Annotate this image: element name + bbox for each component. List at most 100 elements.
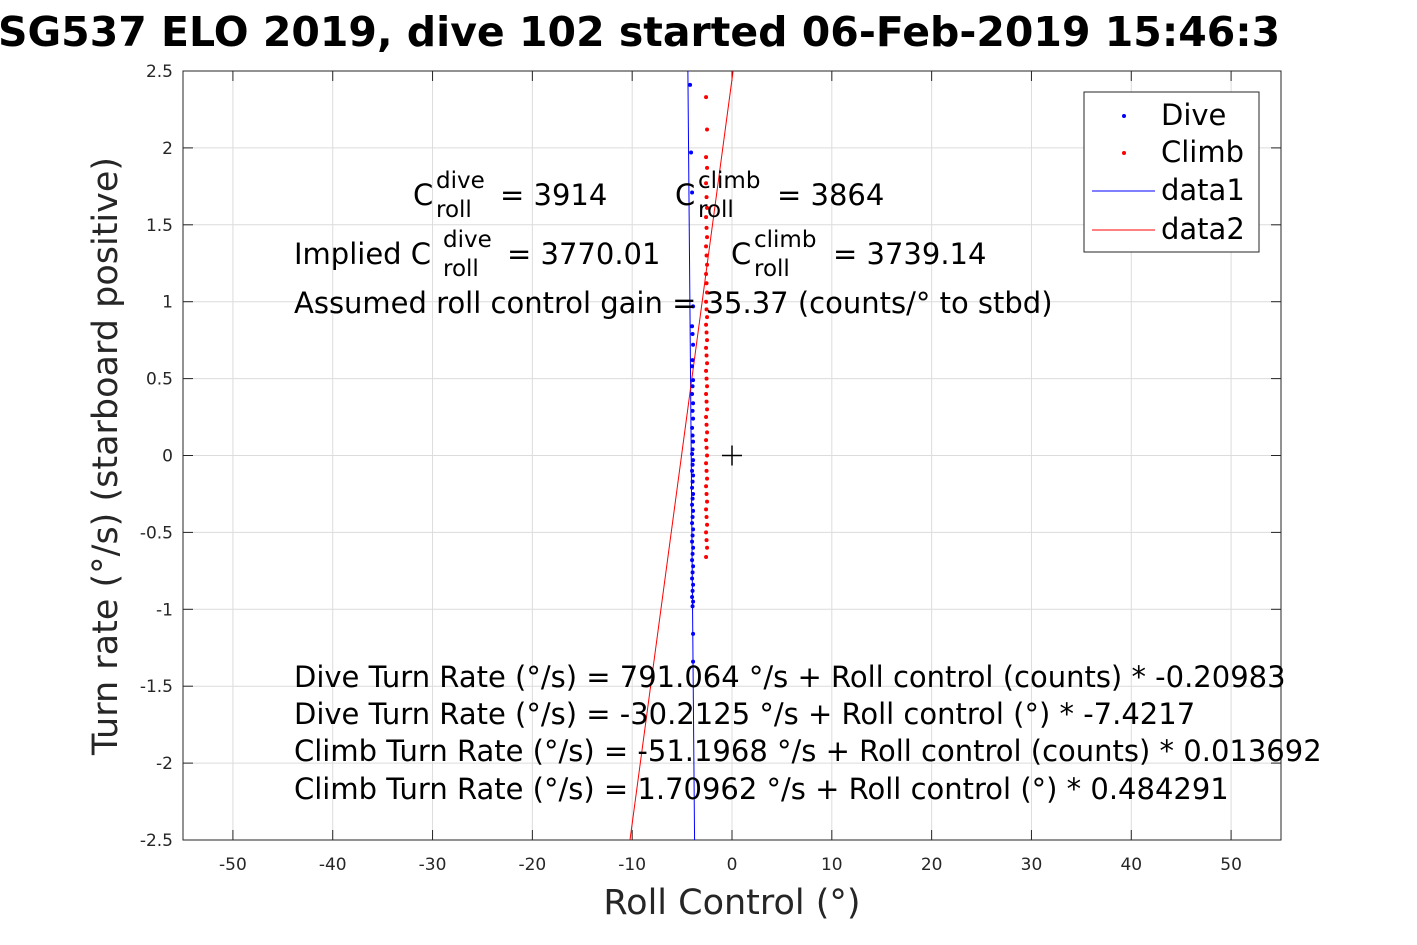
c-dive-sub: roll xyxy=(436,197,472,223)
climb-point xyxy=(704,181,709,186)
fit-line-1: Dive Turn Rate (°/s) = 791.064 °/s + Rol… xyxy=(294,660,1286,694)
dive-point xyxy=(691,342,696,347)
x-tick-label: 0 xyxy=(727,855,738,875)
dive-point xyxy=(690,515,695,520)
y-tick-label: 0.5 xyxy=(146,370,173,390)
climb-point xyxy=(704,345,709,350)
climb-point xyxy=(704,555,709,560)
legend-data2-label: data2 xyxy=(1161,212,1245,246)
dive-point xyxy=(691,659,696,664)
implied-dive-sub: roll xyxy=(443,256,479,282)
dive-point xyxy=(691,491,696,496)
dive-point xyxy=(690,588,695,593)
implied-climb-sub: roll xyxy=(754,256,790,282)
fit-line-3: Climb Turn Rate (°/s) = -51.1968 °/s + R… xyxy=(294,734,1322,768)
dive-point xyxy=(690,551,695,556)
dive-point xyxy=(690,539,695,544)
climb-point xyxy=(704,438,709,443)
x-tick-label: -20 xyxy=(518,855,546,875)
c-dive-value: = 3914 xyxy=(500,178,607,212)
dive-point xyxy=(690,468,695,473)
dive-point xyxy=(690,433,695,438)
y-axis-label: Turn rate (°/s) (starboard positive) xyxy=(86,157,126,756)
plot-frame xyxy=(182,70,1282,841)
x-tick-label: 40 xyxy=(1120,855,1142,875)
c-climb-sub: roll xyxy=(698,197,734,223)
ticks xyxy=(183,70,1281,841)
dive-point xyxy=(690,558,695,563)
dive-point xyxy=(691,582,696,587)
dive-point xyxy=(691,378,696,383)
climb-point xyxy=(704,530,709,535)
dive-point xyxy=(691,401,696,406)
climb-point xyxy=(704,299,709,304)
c-climb-value: = 3864 xyxy=(777,178,884,212)
climb-point xyxy=(705,361,710,366)
climb-point xyxy=(704,538,709,543)
dive-point xyxy=(691,631,696,636)
dive-point xyxy=(690,324,695,329)
dive-point xyxy=(690,364,695,369)
dive-point xyxy=(690,391,695,396)
dive-point xyxy=(690,496,695,501)
climb-point xyxy=(704,376,709,381)
implied-climb-sup: climb xyxy=(754,227,816,253)
y-tick-label: 2 xyxy=(162,139,173,159)
implied-climb-value: = 3739.14 xyxy=(833,237,986,271)
x-tick-label: -10 xyxy=(618,855,646,875)
climb-point xyxy=(704,215,709,220)
climb-point xyxy=(705,315,710,320)
legend: Dive Climb data1 data2 xyxy=(1083,91,1260,253)
fit-line-4: Climb Turn Rate (°/s) = 1.70962 °/s + Ro… xyxy=(294,772,1229,806)
data-points xyxy=(688,82,710,664)
climb-point xyxy=(704,422,709,427)
dive-point xyxy=(690,485,695,490)
dive-point xyxy=(690,521,695,526)
climb-point xyxy=(704,225,709,230)
climb-point xyxy=(704,461,709,466)
climb-point xyxy=(705,205,710,210)
climb-point xyxy=(704,95,709,100)
chart-title: SG537 ELO 2019, dive 102 started 06-Feb-… xyxy=(0,8,1280,56)
x-tick-label: -30 xyxy=(419,855,447,875)
dive-point xyxy=(691,545,696,550)
dive-point xyxy=(690,604,695,609)
origin-marker xyxy=(722,445,742,466)
climb-point xyxy=(705,235,710,240)
climb-point xyxy=(705,522,710,527)
climb-point xyxy=(704,507,709,512)
legend-dive-label: Dive xyxy=(1161,98,1226,132)
dive-point xyxy=(691,599,696,604)
dive-point xyxy=(691,416,696,421)
dive-point xyxy=(690,570,695,575)
climb-point xyxy=(705,338,710,343)
climb-point xyxy=(705,384,710,389)
climb-point xyxy=(704,515,709,520)
dive-point xyxy=(691,564,696,569)
climb-point xyxy=(705,262,710,267)
legend-climb-marker xyxy=(1122,151,1126,155)
fit-line-2: Dive Turn Rate (°/s) = -30.2125 °/s + Ro… xyxy=(294,697,1195,731)
climb-point xyxy=(704,244,709,249)
dive-point xyxy=(690,331,695,336)
dive-point xyxy=(690,447,695,452)
climb-point xyxy=(705,165,710,170)
implied-dive-sup: dive xyxy=(443,227,492,253)
y-tick-label: -1.5 xyxy=(140,677,173,697)
dive-point xyxy=(691,439,696,444)
implied-prefix: Implied C xyxy=(294,237,431,271)
x-axis-label: Roll Control (°) xyxy=(603,883,860,923)
climb-point xyxy=(704,484,709,489)
dive-point xyxy=(690,384,695,389)
x-tick-label: 30 xyxy=(1021,855,1043,875)
y-tick-label: -2 xyxy=(156,754,173,774)
dive-point xyxy=(691,473,696,478)
y-tick-label: 0 xyxy=(162,447,173,467)
climb-point xyxy=(704,353,709,358)
x-tick-label: 50 xyxy=(1220,855,1242,875)
climb-point xyxy=(704,281,709,286)
climb-point xyxy=(704,330,709,335)
c-dive-sup: dive xyxy=(436,168,485,194)
x-tick-label: 20 xyxy=(921,855,943,875)
